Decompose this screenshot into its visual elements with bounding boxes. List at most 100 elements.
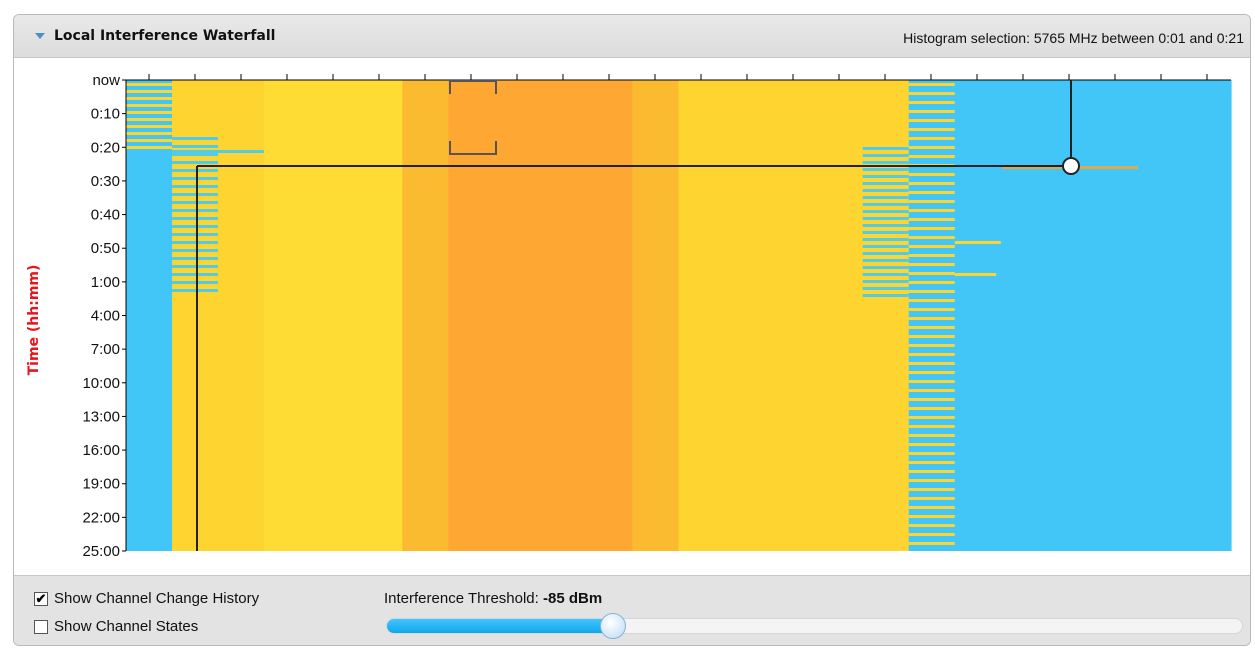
waterfall-stripe (908, 317, 955, 320)
waterfall-chart[interactable]: now 0:10 0:20 0:30 0:40 0:50 1:00 4:00 7:00 10:00… (14, 15, 1250, 575)
waterfall-stripe (908, 191, 955, 194)
waterfall-stripe (862, 147, 909, 150)
waterfall-column (1000, 80, 1048, 551)
waterfall-stripe (862, 231, 909, 234)
waterfall-stripe (126, 90, 173, 93)
waterfall-stripe (908, 425, 955, 428)
waterfall-column (448, 80, 495, 551)
show-channel-states-toggle[interactable]: Show Channel States (34, 618, 198, 635)
waterfall-column (356, 80, 403, 551)
waterfall-column (540, 80, 588, 551)
interference-threshold-slider[interactable] (386, 613, 1243, 639)
waterfall-column (724, 80, 772, 551)
controls-bar: ✔ Show Channel Change History Show Chann… (14, 575, 1250, 645)
waterfall-stripe (908, 479, 955, 482)
waterfall-column (632, 80, 680, 551)
waterfall-stripe (862, 189, 909, 192)
waterfall-stripe (126, 139, 173, 142)
waterfall-stripe (908, 434, 955, 437)
waterfall-stripe (908, 407, 955, 410)
waterfall-stripe (172, 177, 219, 180)
waterfall-stripe (908, 308, 955, 311)
waterfall-column (678, 80, 726, 551)
y-tick-label: 0:50 (91, 240, 120, 257)
y-tick-label: 0:30 (91, 173, 120, 190)
waterfall-stripe (172, 241, 219, 244)
channel-change-history-label: Show Channel Change History (54, 590, 260, 607)
waterfall-stripe (908, 155, 955, 158)
show-channel-change-history-toggle[interactable]: ✔ Show Channel Change History (34, 590, 259, 607)
waterfall-stripe (908, 488, 955, 491)
waterfall-stripe (862, 252, 909, 255)
waterfall-stripe (862, 266, 909, 269)
waterfall-stripe (126, 125, 173, 128)
waterfall-stripe (862, 294, 909, 297)
waterfall-stripe (172, 137, 219, 140)
waterfall-stripe (172, 145, 219, 148)
y-tick-label: 25:00 (82, 543, 120, 560)
waterfall-column (862, 80, 910, 551)
waterfall-column (954, 80, 1002, 551)
waterfall-stripe (908, 200, 955, 203)
waterfall-stripe (172, 257, 219, 260)
waterfall-stripe (908, 254, 955, 257)
waterfall-stripe (908, 443, 955, 446)
waterfall-stripe (126, 132, 173, 135)
waterfall-stripe (862, 259, 909, 262)
waterfall-stripe (908, 290, 955, 293)
selection-bracket-bottom (449, 141, 497, 155)
waterfall-stripe (862, 245, 909, 248)
y-tick-label: 1:00 (91, 274, 120, 291)
waterfall-stripe (172, 161, 219, 164)
waterfall-stripe (172, 185, 219, 188)
waterfall-stripe (862, 210, 909, 213)
waterfall-column (172, 80, 219, 551)
waterfall-stripe (172, 209, 219, 212)
channel-states-checkbox[interactable] (34, 619, 48, 634)
waterfall-stripe (172, 150, 265, 153)
waterfall-stripe (908, 398, 955, 401)
waterfall-stripe (862, 154, 909, 157)
slider-thumb[interactable] (600, 613, 627, 639)
waterfall-stripe (172, 225, 219, 228)
waterfall-stripe (172, 153, 219, 156)
waterfall-stripe (862, 287, 909, 290)
waterfall-stripe (126, 111, 173, 114)
waterfall-stripe (908, 533, 955, 536)
y-tick-label: 7:00 (91, 341, 120, 358)
threshold-label-text: Interference Threshold: (384, 590, 543, 607)
waterfall-stripe (908, 209, 955, 212)
y-tick-label: 4:00 (91, 308, 120, 325)
waterfall-column (1138, 80, 1186, 551)
waterfall-stripe (908, 128, 955, 131)
waterfall-stripe (172, 201, 219, 204)
waterfall-column (586, 80, 634, 551)
waterfall-stripe (908, 389, 955, 392)
waterfall-stripe (908, 263, 955, 266)
waterfall-stripe (908, 245, 955, 248)
collapse-triangle-icon[interactable] (35, 33, 45, 39)
channel-states-label: Show Channel States (54, 618, 199, 635)
waterfall-stripe (862, 196, 909, 199)
waterfall-stripe (908, 344, 955, 347)
waterfall-stripe (126, 118, 173, 121)
panel-header[interactable]: Local Interference Waterfall Histogram s… (14, 15, 1250, 58)
waterfall-column (402, 80, 449, 551)
waterfall-stripe (908, 299, 955, 302)
y-tick-label: 22:00 (82, 509, 120, 526)
waterfall-stripe (172, 249, 219, 252)
slider-fill (387, 619, 613, 633)
waterfall-stripe (862, 161, 909, 164)
channel-change-history-checkbox[interactable]: ✔ (34, 590, 48, 606)
waterfall-stripe (908, 182, 955, 185)
waterfall-column (264, 80, 311, 551)
waterfall-stripe (908, 524, 955, 527)
waterfall-stripe (126, 104, 173, 107)
waterfall-stripe (862, 175, 909, 178)
waterfall-stripe (908, 227, 955, 230)
waterfall-stripe (862, 224, 909, 227)
waterfall-stripe (126, 146, 173, 149)
waterfall-stripe (908, 173, 955, 176)
waterfall-stripe (954, 241, 1001, 244)
waterfall-stripe (172, 281, 219, 284)
